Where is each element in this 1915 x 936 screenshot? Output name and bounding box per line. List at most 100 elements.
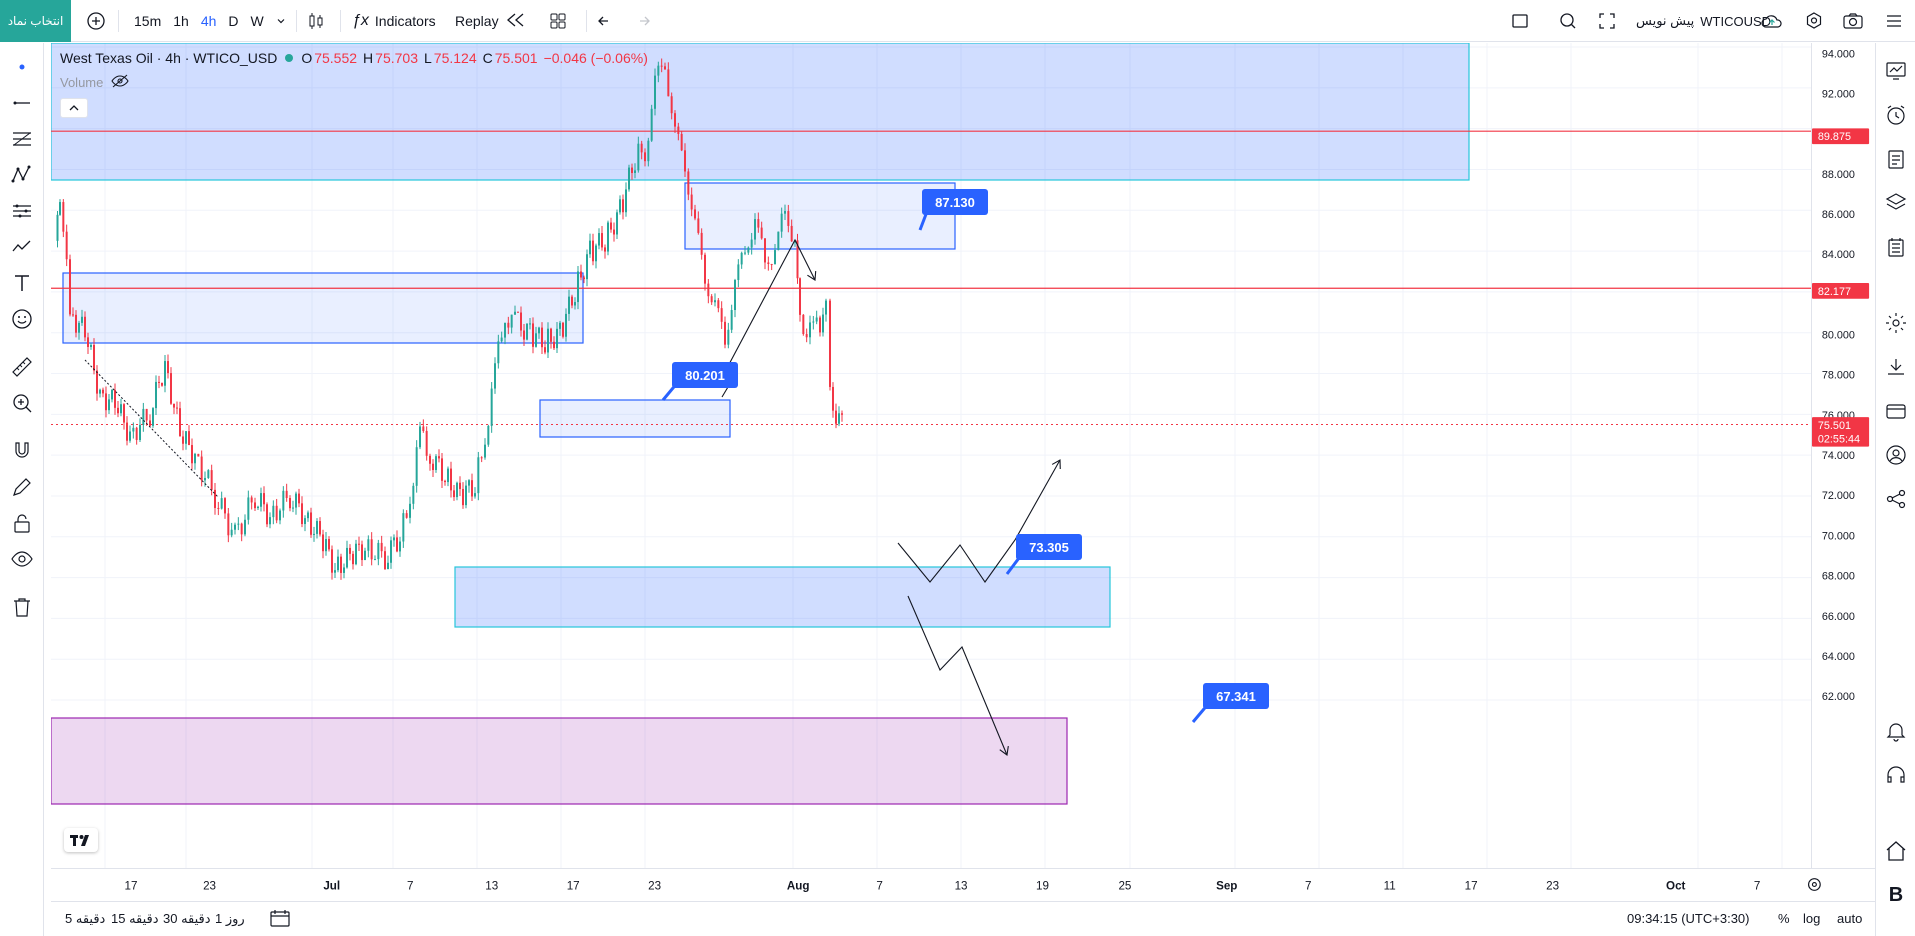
alarm-clock-icon[interactable]: [1884, 103, 1908, 127]
supply-zone-top: [51, 43, 1470, 181]
add-symbol-icon[interactable]: [86, 6, 106, 36]
range-1d[interactable]: 1 روز: [215, 911, 245, 926]
brush-icon[interactable]: [10, 235, 34, 259]
auto-toggle[interactable]: auto: [1837, 911, 1863, 926]
undo-icon[interactable]: [596, 6, 616, 36]
range-15m[interactable]: 15 دقیقه: [111, 911, 159, 926]
range-30m[interactable]: 30 دقیقه: [163, 911, 211, 926]
open-label: O: [301, 50, 313, 66]
indicators-button[interactable]: ƒx Indicators: [352, 6, 436, 36]
broker-b-icon[interactable]: B: [1888, 883, 1904, 906]
fib-icon[interactable]: [10, 127, 34, 151]
user-icon[interactable]: [1884, 443, 1908, 467]
pencil-lock-icon[interactable]: [10, 475, 34, 499]
candle-body: [200, 456, 203, 481]
candle-body: [541, 327, 543, 348]
quick-search-icon[interactable]: [1558, 6, 1578, 36]
candle-body: [559, 322, 561, 329]
candle-body: [396, 537, 398, 552]
trend-line-icon[interactable]: [10, 91, 34, 115]
legend-title[interactable]: West Texas Oil · 4h · WTICO_USD: [60, 50, 278, 66]
price-tick-label: 86.000: [1822, 209, 1855, 221]
annotation-label: 67.341: [1216, 689, 1256, 704]
prediction-icon[interactable]: [10, 199, 34, 223]
expand-icon[interactable]: [1597, 6, 1617, 36]
tradingview-logo[interactable]: [64, 828, 98, 852]
candle-body: [504, 322, 506, 338]
timeframe-w[interactable]: W: [250, 13, 264, 29]
bell-icon[interactable]: [1884, 719, 1908, 743]
candle-body: [194, 453, 196, 464]
log-toggle[interactable]: log: [1803, 911, 1821, 926]
high-value: 75.703: [375, 50, 418, 66]
clock-display[interactable]: 09:34:15 (UTC+3:30): [1627, 911, 1750, 926]
supply-zone-84: [62, 272, 584, 344]
chart-canvas[interactable]: 87.130 80.201 73.305 67.341: [51, 43, 1811, 868]
percent-toggle[interactable]: %: [1778, 911, 1790, 926]
candle-body: [477, 457, 480, 494]
price-axis[interactable]: 94.000 92.000 88.000 86.000 84.000 80.000 78.0…: [1811, 43, 1875, 868]
ruler-icon[interactable]: [10, 355, 34, 379]
ideas-icon[interactable]: [1884, 235, 1908, 259]
time-axis[interactable]: 17 23 Jul 7 13 17 23 Aug 7 13 19 25 Sep 7 11 17 23 Oct 7: [51, 868, 1875, 901]
home-icon[interactable]: [1884, 839, 1908, 863]
candle-body: [832, 386, 834, 411]
candle-body: [108, 399, 110, 411]
candle-body: [517, 311, 519, 313]
eye-off-icon[interactable]: [111, 74, 130, 91]
range-5m[interactable]: 5 دقیقه: [65, 911, 106, 926]
fullscreen-rect-icon[interactable]: [1510, 6, 1530, 36]
candle-body: [822, 314, 824, 333]
lock-icon[interactable]: [10, 511, 34, 535]
open-value: 75.552: [314, 50, 358, 66]
candle-body: [565, 313, 567, 337]
widget-bar: B: [1875, 43, 1915, 936]
time-axis-settings-icon[interactable]: [1807, 878, 1821, 891]
cloud-save-icon[interactable]: [1760, 6, 1784, 36]
candle-body: [660, 65, 663, 67]
candle-body: [819, 317, 821, 333]
candle-body: [173, 403, 175, 408]
camera-icon[interactable]: [1842, 6, 1864, 36]
volume-label[interactable]: Volume: [60, 75, 104, 90]
share-icon[interactable]: [1884, 487, 1908, 511]
chevron-down-icon[interactable]: [270, 13, 292, 29]
wallet-icon[interactable]: [1884, 399, 1908, 423]
zoom-in-icon[interactable]: [10, 391, 34, 415]
pattern-icon[interactable]: [10, 163, 34, 187]
timeframe-4h[interactable]: 4h: [200, 13, 217, 29]
candle-body: [767, 262, 770, 265]
replay-button[interactable]: Replay: [455, 6, 527, 36]
settings-gear-icon[interactable]: [1804, 6, 1824, 36]
timeframe-d[interactable]: D: [228, 13, 239, 29]
trash-icon[interactable]: [10, 595, 34, 619]
headset-icon[interactable]: [1884, 763, 1908, 787]
price-tick-label: 80.000: [1822, 330, 1855, 342]
candles-type-icon[interactable]: [306, 6, 326, 36]
collapse-legend-button[interactable]: [60, 98, 88, 118]
layers-icon[interactable]: [1884, 191, 1908, 215]
text-tool-icon[interactable]: [10, 271, 34, 295]
download-icon[interactable]: [1884, 355, 1908, 379]
magnet-icon[interactable]: [10, 439, 34, 463]
calendar-icon[interactable]: [1884, 147, 1908, 171]
watchlist-icon[interactable]: [1884, 59, 1908, 83]
eye-icon[interactable]: [10, 547, 34, 571]
candle-body: [129, 431, 131, 441]
candle-body: [349, 547, 351, 554]
symbol-search-button[interactable]: انتخاب نماد: [0, 0, 71, 42]
price-tick-label: 92.000: [1822, 88, 1855, 100]
redo-icon[interactable]: [632, 6, 652, 36]
candle-body: [135, 427, 138, 441]
symbol-title[interactable]: پیش نویس WTICOUSD: [1636, 6, 1771, 36]
settings-icon[interactable]: [1884, 311, 1908, 335]
cursor-dot-icon[interactable]: [10, 55, 34, 79]
timeframe-1h[interactable]: 1h: [173, 13, 189, 29]
menu-icon[interactable]: [1884, 6, 1904, 36]
date-range-icon[interactable]: [269, 908, 291, 931]
candle-body: [93, 344, 95, 371]
timeframe-15m[interactable]: 15m: [134, 13, 162, 29]
candle-body: [176, 407, 178, 409]
emoji-icon[interactable]: [10, 307, 34, 331]
layout-grid-icon[interactable]: [548, 6, 568, 36]
